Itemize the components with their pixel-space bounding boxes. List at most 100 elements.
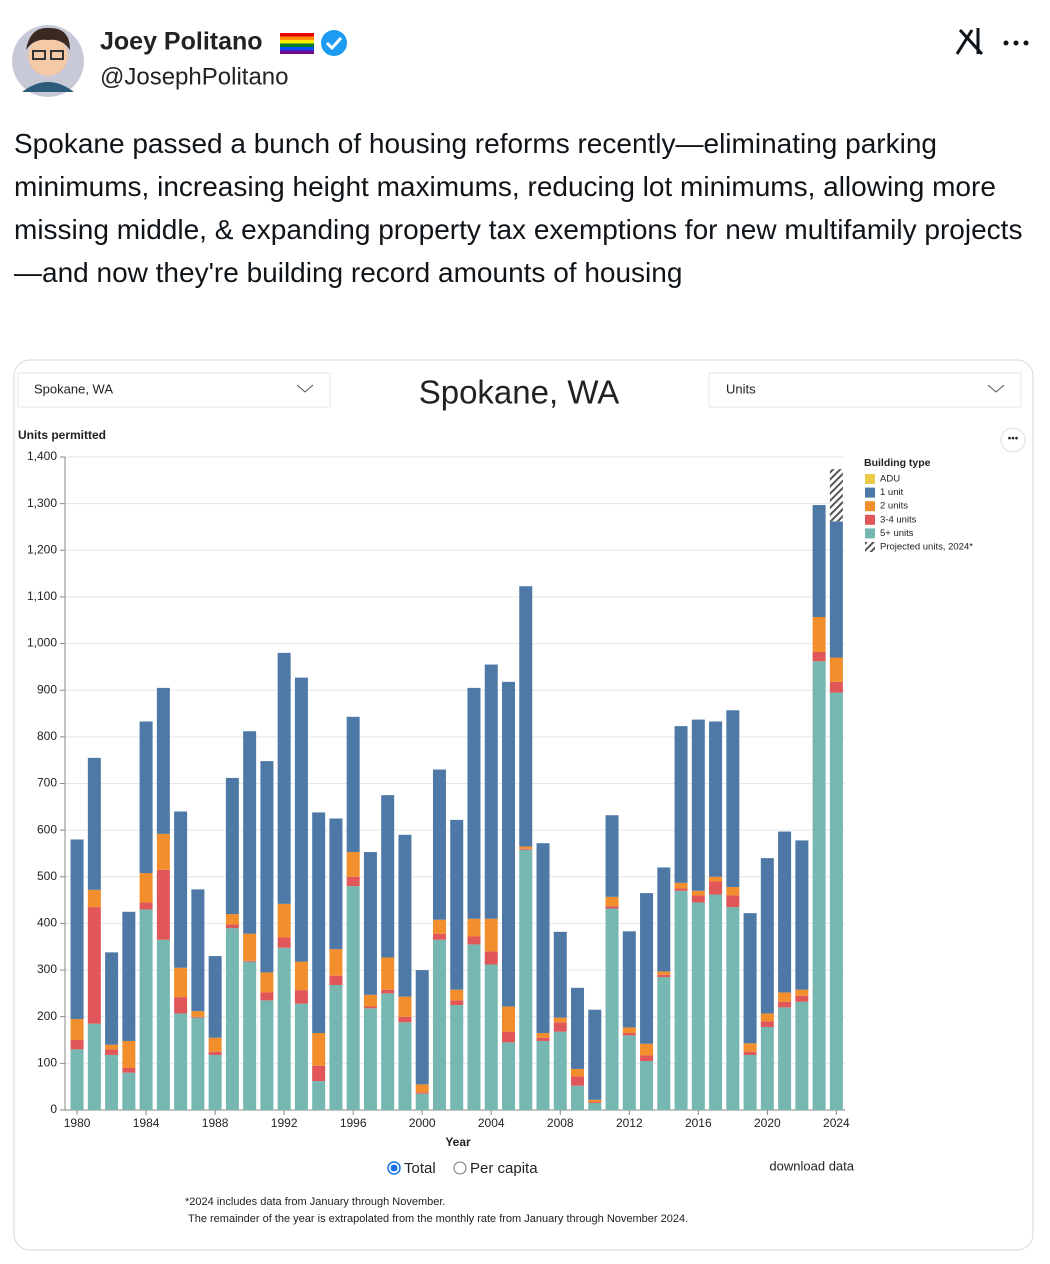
author-handle[interactable]: @JosephPolitano	[100, 63, 288, 90]
legend-swatch	[865, 487, 875, 498]
avatar[interactable]	[12, 25, 84, 97]
bar-segment	[536, 843, 550, 1034]
bar-segment	[829, 681, 843, 693]
bar-segment	[726, 907, 740, 1110]
bar-segment	[381, 795, 395, 958]
author-name[interactable]: Joey Politano	[100, 28, 263, 56]
place-dropdown-label[interactable]: Spokane, WA	[34, 381, 113, 396]
radio-per-capita[interactable]	[453, 1161, 467, 1175]
bar-segment	[691, 895, 705, 903]
legend-label: Projected units, 2024*	[880, 542, 973, 553]
bar-segment	[795, 995, 809, 1002]
bar-segment	[743, 1051, 757, 1055]
bar-segment	[536, 1040, 550, 1110]
bar-segment	[398, 834, 412, 997]
bar-segment	[467, 936, 481, 945]
bar-segment	[778, 992, 792, 1002]
bar-segment	[812, 616, 826, 652]
x-tick-label: 1984	[133, 1116, 160, 1130]
x-tick-label: 2020	[754, 1116, 781, 1130]
x-tick-label: 1996	[340, 1116, 367, 1130]
bar-segment	[432, 919, 446, 934]
bar-segment	[329, 984, 343, 1110]
bar-segment	[105, 1054, 119, 1110]
bar-segment	[363, 994, 377, 1007]
bar-segment	[467, 944, 481, 1110]
bar-segment	[174, 1013, 188, 1110]
bar-segment	[156, 869, 170, 940]
bar-segment	[571, 1085, 585, 1110]
svg-text:•••: •••	[1008, 434, 1019, 445]
bar-segment	[191, 1011, 205, 1017]
legend-label: 1 unit	[880, 487, 904, 498]
y-tick-label: 1,400	[27, 449, 57, 463]
bar-segment	[225, 777, 239, 915]
bar-segment	[674, 890, 688, 1110]
bar-segment	[553, 931, 567, 1018]
x-axis-label: Year	[445, 1135, 471, 1149]
x-tick-label: 2008	[547, 1116, 574, 1130]
place-dropdown[interactable]	[17, 372, 331, 408]
download-link[interactable]: download data	[769, 1158, 854, 1173]
bar-segment	[105, 952, 119, 1045]
chart-menu[interactable]: •••	[1000, 427, 1026, 453]
x-tick-label: 2012	[616, 1116, 643, 1130]
bar-segment	[294, 1003, 308, 1110]
bar-segment	[208, 1051, 222, 1055]
bar-segment	[260, 992, 274, 1001]
bar-segment	[122, 911, 136, 1041]
bar-segment	[294, 961, 308, 991]
bar-segment	[674, 726, 688, 883]
bar-segment	[588, 1103, 602, 1110]
bar-segment	[329, 818, 343, 950]
bar-segment	[70, 1040, 84, 1050]
bar-segment	[467, 918, 481, 937]
bar-segment	[674, 888, 688, 891]
bar-segment	[87, 907, 101, 1024]
bar-segment	[156, 687, 170, 834]
bar-segment	[174, 997, 188, 1014]
x-tick-label: 2024	[823, 1116, 850, 1130]
bar-segment	[760, 1026, 774, 1110]
bar-segment	[536, 1037, 550, 1041]
bar-segment	[191, 889, 205, 1012]
radio-label[interactable]: Per capita	[470, 1160, 538, 1177]
bar-segment	[191, 1016, 205, 1018]
bar-segment	[605, 896, 619, 907]
bar-segment	[381, 993, 395, 1110]
bar-segment	[778, 1001, 792, 1008]
bar-segment	[329, 949, 343, 976]
bar-segment	[812, 651, 826, 662]
measure-dropdown-label[interactable]: Units	[726, 381, 756, 396]
grok-icon[interactable]	[955, 28, 984, 56]
more-menu[interactable]	[1003, 40, 1029, 46]
bar-segment	[622, 1035, 636, 1110]
legend-label: ADU	[880, 474, 900, 485]
bar-segment	[312, 1081, 326, 1110]
radio-total[interactable]	[387, 1161, 401, 1175]
measure-dropdown[interactable]	[708, 372, 1022, 408]
y-tick-label: 0	[50, 1102, 57, 1116]
bar-segment	[363, 852, 377, 995]
bar-segment	[519, 586, 533, 847]
y-tick-label: 800	[37, 729, 57, 743]
x-tick-label: 2016	[685, 1116, 712, 1130]
radio-label[interactable]: Total	[404, 1160, 436, 1177]
bar-segment	[122, 1040, 136, 1069]
bar-segment	[829, 521, 843, 658]
bar-segment	[553, 1017, 567, 1023]
legend-swatch	[865, 542, 875, 552]
x-tick-label: 2004	[478, 1116, 505, 1130]
bar-segment	[640, 1061, 654, 1110]
legend-title: Building type	[864, 457, 931, 469]
bar-segment	[778, 831, 792, 993]
bar-segment	[657, 867, 671, 972]
bar-segment	[588, 1099, 602, 1103]
bar-segment	[778, 1007, 792, 1110]
y-tick-label: 100	[37, 1056, 57, 1070]
bar-segment	[467, 687, 481, 919]
bar-segment	[709, 721, 723, 877]
bar-segment	[760, 1021, 774, 1027]
chart-title: Spokane, WA	[419, 374, 620, 411]
